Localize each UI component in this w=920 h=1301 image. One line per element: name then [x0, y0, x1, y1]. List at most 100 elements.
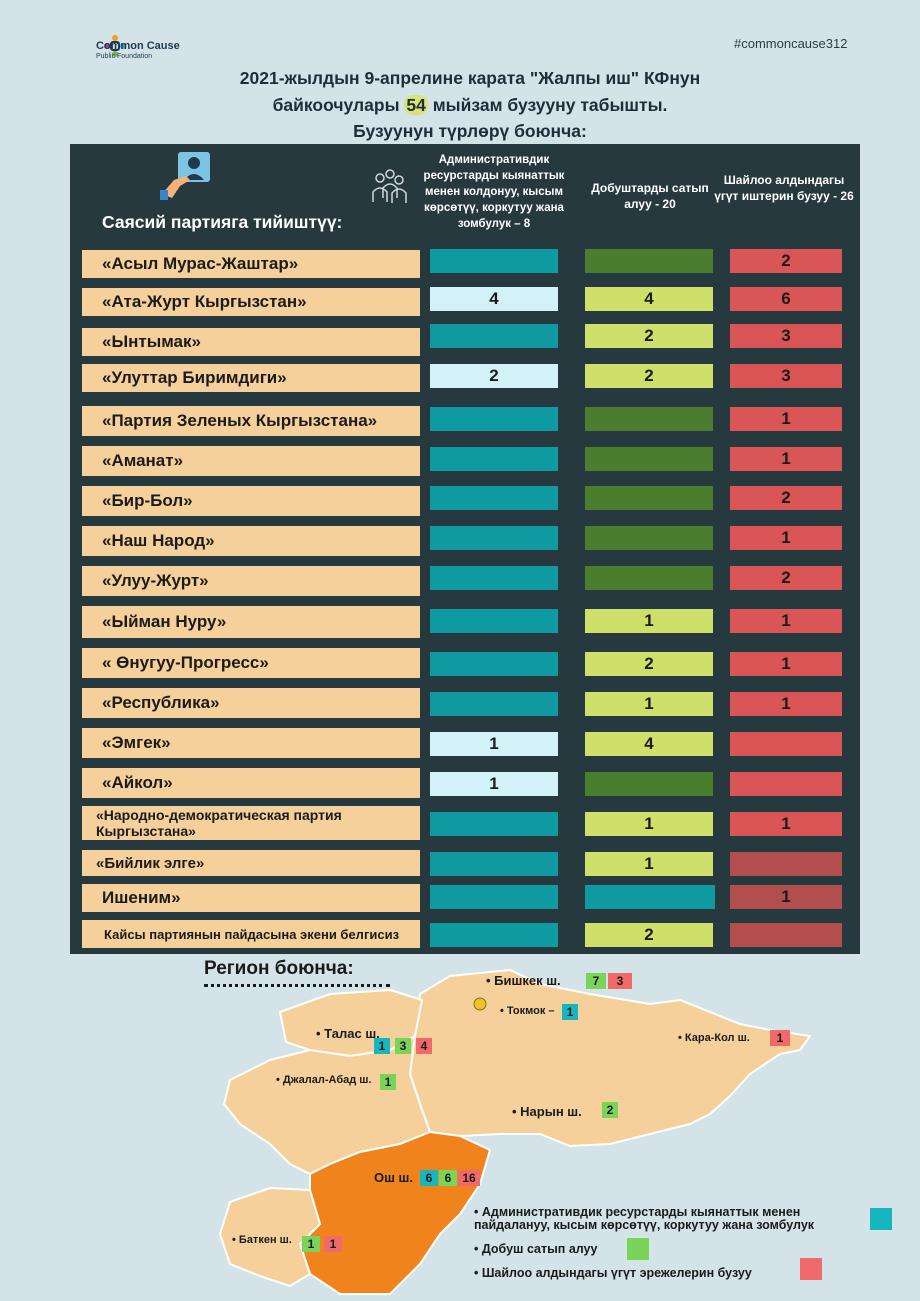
legend-campaign: • Шайлоо алдындагы үгүт эрежелерин бузуу — [474, 1266, 752, 1280]
party-name: «Ата-Журт Кыргызстан» — [82, 288, 420, 316]
tokmok-admin-count: 1 — [562, 1004, 578, 1020]
kyrgyzstan-map — [218, 968, 812, 1295]
legend-admin: • Административдик ресурстарды кыянаттык… — [474, 1205, 815, 1232]
col-header-campaign: Шайлоо алдындагы үгүт иштерин бузуу - 26 — [714, 173, 854, 203]
vote-buying-cell — [585, 885, 715, 909]
city-batken: • Баткен ш. — [232, 1234, 292, 1246]
campaign-cell: 1 — [730, 609, 842, 633]
campaign-cell: 3 — [730, 324, 842, 348]
legend-campaign-swatch — [800, 1258, 822, 1280]
osh-admin-count: 6 — [420, 1170, 438, 1186]
party-name: «Аманат» — [82, 446, 420, 476]
batken-vote-buying-count: 1 — [302, 1236, 320, 1252]
campaign-cell: 2 — [730, 566, 842, 590]
party-name: «Ынтымак» — [82, 328, 420, 356]
talas-admin-count: 1 — [374, 1038, 390, 1054]
admin-cell — [430, 447, 558, 471]
party-name: «Эмгек» — [82, 728, 420, 758]
org-name: Common Cause — [96, 40, 180, 52]
hashtag: #commoncause312 — [734, 36, 848, 51]
party-name: «Улуу-Журт» — [82, 566, 420, 596]
vote-buying-cell: 2 — [585, 364, 713, 388]
vote-buying-cell: 2 — [585, 923, 713, 947]
col-header-admin: Административдик ресурстарды кыянаттык м… — [423, 154, 565, 230]
admin-cell — [430, 885, 558, 909]
vote-buying-cell — [585, 407, 713, 431]
legend-vote-buying-swatch — [627, 1238, 649, 1260]
city-bishkek: • Бишкек ш. — [486, 973, 561, 988]
vote-buying-cell — [585, 447, 713, 471]
vote-buying-cell — [585, 566, 713, 590]
vote-hand-icon — [160, 152, 210, 200]
vote-buying-cell: 2 — [585, 324, 713, 348]
campaign-cell — [730, 923, 842, 947]
legend-vote-buying: • Добуш сатып алуу — [474, 1242, 598, 1256]
bishkek-campaign-count: 3 — [608, 973, 632, 989]
violations-count: 54 — [404, 95, 428, 115]
title-line-2: байкоочулары 54 мыйзам бузууну табышты. — [272, 95, 668, 115]
map-region-batken — [218, 1186, 322, 1288]
osh-vote-buying-count: 6 — [439, 1170, 457, 1186]
vote-buying-cell: 1 — [585, 692, 713, 716]
city-jalalabad: • Джалал-Абад ш. — [276, 1074, 372, 1086]
vote-buying-cell — [585, 486, 713, 510]
city-osh: Ош ш. — [374, 1170, 414, 1185]
admin-cell — [430, 526, 558, 550]
talas-vote-buying-count: 3 — [395, 1038, 411, 1054]
party-name: Кайсы партиянын пайдасына экени белгисиз — [82, 920, 420, 948]
jalalabad-vote-buying-count: 1 — [380, 1074, 396, 1090]
city-naryn: • Нарын ш. — [512, 1104, 582, 1119]
party-name: «Ыйман Нуру» — [82, 606, 420, 638]
admin-cell — [430, 249, 558, 273]
map-region-north — [408, 968, 812, 1148]
party-name: «Партия Зеленых Кыргызстана» — [82, 406, 420, 436]
vote-buying-cell — [585, 526, 713, 550]
party-name: «Бир-Бол» — [82, 486, 420, 516]
campaign-cell — [730, 852, 842, 876]
admin-cell: 4 — [430, 287, 558, 311]
admin-cell: 1 — [430, 732, 558, 756]
admin-cell — [430, 652, 558, 676]
col-header-vote-buying: Добуштарды сатып алуу - 20 — [591, 181, 709, 211]
bishkek-vote-buying-count: 7 — [586, 973, 606, 989]
admin-cell: 2 — [430, 364, 558, 388]
party-name: «Айкол» — [82, 768, 420, 798]
party-name: «Улуттар Биримдиги» — [82, 364, 420, 392]
city-talas: • Талас ш. — [316, 1026, 380, 1041]
party-name: «Республика» — [82, 688, 420, 718]
vote-buying-cell: 1 — [585, 609, 713, 633]
party-name: «Бийлик элге» — [82, 850, 420, 876]
vote-buying-cell: 2 — [585, 652, 713, 676]
campaign-cell: 1 — [730, 885, 842, 909]
common-cause-logo — [104, 35, 126, 57]
vote-buying-cell — [585, 772, 713, 796]
city-karakol: • Кара-Кол ш. — [678, 1032, 750, 1044]
title-line-1: 2021-жылдын 9-апрелине карата "Жалпы иш"… — [239, 68, 701, 88]
party-name: «Асыл Мурас-Жаштар» — [82, 250, 420, 278]
campaign-cell: 1 — [730, 447, 842, 471]
admin-cell — [430, 486, 558, 510]
vote-buying-cell: 4 — [585, 732, 713, 756]
region-title: Регион боюнча: — [204, 958, 354, 979]
campaign-cell: 1 — [730, 812, 842, 836]
campaign-cell: 3 — [730, 364, 842, 388]
title-underline — [204, 984, 390, 987]
osh-campaign-count: 16 — [458, 1170, 480, 1186]
party-name: « Өнугуу-Прогресс» — [82, 648, 420, 678]
admin-cell — [430, 566, 558, 590]
campaign-cell: 6 — [730, 287, 842, 311]
vote-buying-cell — [585, 249, 713, 273]
talas-campaign-count: 4 — [416, 1038, 432, 1054]
campaign-cell: 1 — [730, 407, 842, 431]
vote-buying-cell: 1 — [585, 852, 713, 876]
bishkek-marker — [473, 997, 487, 1011]
admin-cell — [430, 324, 558, 348]
title-line-3: Бузуунун түрлөрү боюнча: — [353, 121, 587, 141]
vote-buying-cell: 4 — [585, 287, 713, 311]
admin-cell — [430, 692, 558, 716]
campaign-cell — [730, 732, 842, 756]
campaign-cell: 2 — [730, 249, 842, 273]
campaign-cell: 1 — [730, 652, 842, 676]
admin-cell: 1 — [430, 772, 558, 796]
vote-buying-cell: 1 — [585, 812, 713, 836]
